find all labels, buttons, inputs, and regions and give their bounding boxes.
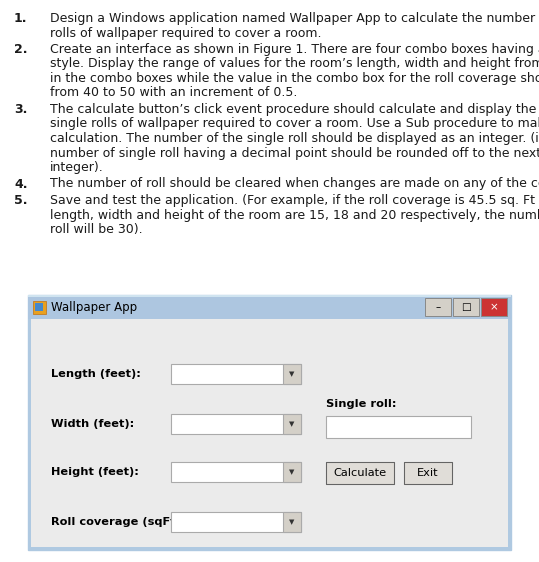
Text: Width (feet):: Width (feet): [51,419,134,429]
Text: ×: × [489,302,499,312]
Bar [453,298,479,316]
Text: Calculate: Calculate [334,468,386,478]
Text: 4.: 4. [14,178,27,191]
Text: style. Display the range of values for the room’s length, width and height from : style. Display the range of values for t… [50,57,539,70]
Bar [171,512,301,532]
Text: ▼: ▼ [289,519,295,525]
Text: Design a Windows application named Wallpaper App to calculate the number of sing: Design a Windows application named Wallp… [50,12,539,25]
Bar [171,462,301,482]
Bar [283,512,301,532]
Text: The number of roll should be cleared when changes are made on any of the combo b: The number of roll should be cleared whe… [50,178,539,191]
Text: single rolls of wallpaper required to cover a room. Use a Sub procedure to make : single rolls of wallpaper required to co… [50,117,539,130]
Text: 1.: 1. [14,12,27,25]
Bar [326,462,394,484]
Text: length, width and height of the room are 15, 18 and 20 respectively, the number : length, width and height of the room are… [50,209,539,221]
Bar [28,295,511,319]
Bar [326,462,394,484]
Text: The calculate button’s click event procedure should calculate and display the nu: The calculate button’s click event proce… [50,103,539,116]
Text: Roll coverage (sqFt):: Roll coverage (sqFt): [51,517,185,527]
Bar [326,416,471,438]
Bar [425,298,451,316]
Bar [31,319,508,547]
Text: roll will be 30).: roll will be 30). [50,223,143,236]
Bar [283,364,301,384]
Bar [404,462,452,484]
Text: Length (feet):: Length (feet): [51,369,141,379]
Text: Create an interface as shown in Figure 1. There are four combo boxes having a dr: Create an interface as shown in Figure 1… [50,43,539,56]
Bar [283,462,301,482]
Text: ▼: ▼ [289,421,295,427]
Bar [404,462,452,484]
Text: 2.: 2. [14,43,27,56]
Bar [171,414,301,434]
Bar [28,295,511,297]
Text: Exit: Exit [417,468,439,478]
Text: –: – [436,302,440,312]
Bar [171,364,301,384]
Text: calculation. The number of the single roll should be displayed as an integer. (i: calculation. The number of the single ro… [50,132,539,145]
Text: 5.: 5. [14,194,27,207]
Bar [33,301,46,314]
Text: 3.: 3. [14,103,27,116]
Text: Height (feet):: Height (feet): [51,467,139,477]
Text: ▼: ▼ [289,371,295,377]
Bar [35,302,43,310]
Text: □: □ [461,302,471,312]
Bar [481,298,507,316]
Text: Wallpaper App: Wallpaper App [51,301,137,314]
Text: ▼: ▼ [289,469,295,475]
Text: in the combo boxes while the value in the combo box for the roll coverage should: in the combo boxes while the value in th… [50,72,539,85]
Bar [283,414,301,434]
Text: rolls of wallpaper required to cover a room.: rolls of wallpaper required to cover a r… [50,26,321,39]
Text: number of single roll having a decimal point should be rounded off to the next h: number of single roll having a decimal p… [50,147,539,160]
Bar [28,295,511,550]
Text: from 40 to 50 with an increment of 0.5.: from 40 to 50 with an increment of 0.5. [50,87,298,99]
Text: Single roll:: Single roll: [326,399,397,409]
Text: Save and test the application. (For example, if the roll coverage is 45.5 sq. Ft: Save and test the application. (For exam… [50,194,539,207]
Text: integer).: integer). [50,161,103,174]
